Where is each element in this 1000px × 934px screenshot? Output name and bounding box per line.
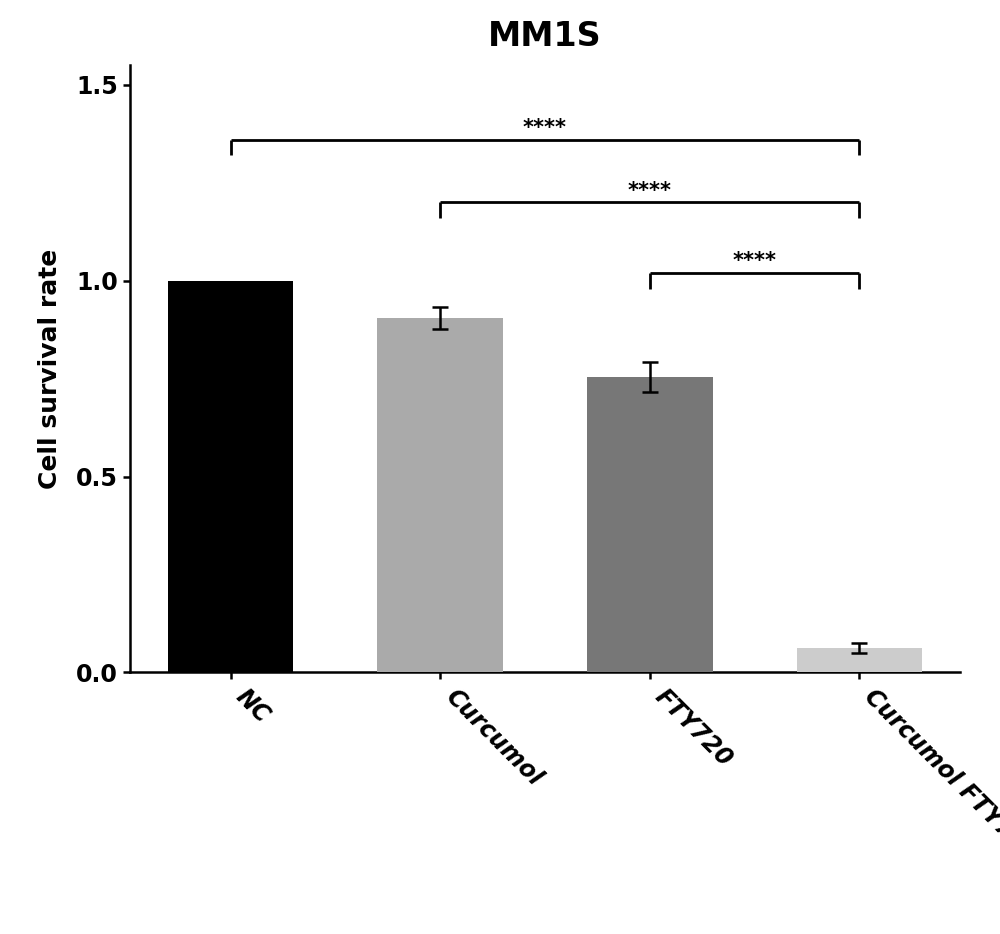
Title: MM1S: MM1S [488, 20, 602, 53]
Y-axis label: Cell survival rate: Cell survival rate [38, 248, 62, 489]
Text: ****: **** [628, 180, 672, 201]
Bar [377, 318, 503, 672]
Bar [797, 648, 922, 672]
Text: ****: **** [733, 251, 777, 271]
Bar [168, 281, 293, 672]
Text: ****: **** [523, 118, 567, 138]
Bar [587, 376, 713, 672]
